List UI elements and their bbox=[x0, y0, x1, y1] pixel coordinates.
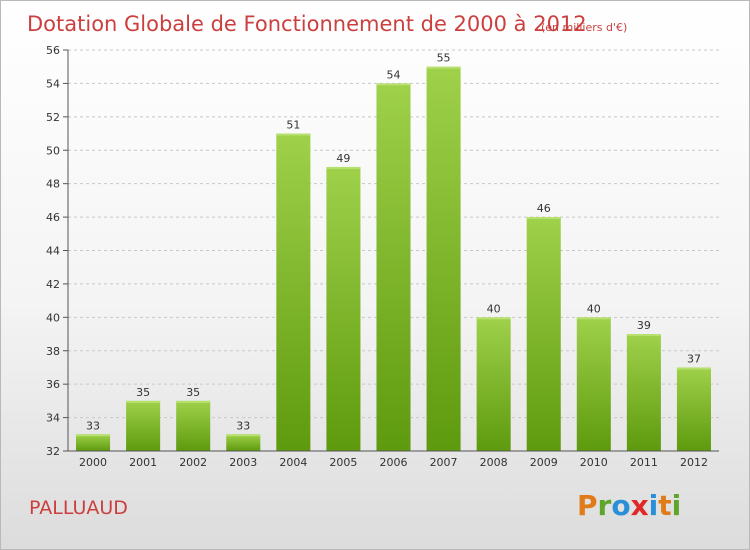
x-tick-label: 2000 bbox=[79, 456, 107, 469]
bar-highlight bbox=[376, 83, 411, 86]
x-tick-label: 2012 bbox=[680, 456, 708, 469]
chart-subtitle: (en milliers d'€) bbox=[541, 21, 627, 34]
commune-name: PALLUAUD bbox=[29, 497, 128, 519]
data-label: 40 bbox=[487, 302, 501, 315]
brand-letter: P bbox=[577, 489, 598, 522]
bar-highlight bbox=[476, 317, 511, 320]
bar-2009 bbox=[526, 217, 561, 451]
bar-2007 bbox=[426, 66, 461, 451]
x-tick-label: 2011 bbox=[630, 456, 658, 469]
bar-2012 bbox=[676, 367, 711, 451]
y-tick-label: 46 bbox=[46, 211, 60, 224]
brand-letter: i bbox=[671, 489, 682, 522]
data-label: 37 bbox=[687, 352, 701, 365]
bar-highlight bbox=[276, 133, 311, 136]
y-axis: 32 34 36 38 40 42 44 46 48 50 52 54 56 bbox=[46, 44, 69, 458]
x-tick-label: 2006 bbox=[380, 456, 408, 469]
x-tick-label: 2005 bbox=[329, 456, 357, 469]
bar-2005 bbox=[326, 166, 361, 452]
chart-title: Dotation Globale de Fonctionnement de 20… bbox=[27, 12, 587, 36]
bar-2011 bbox=[626, 334, 661, 451]
brand-letter: x bbox=[630, 489, 649, 522]
x-tick-label: 2001 bbox=[129, 456, 157, 469]
y-tick-label: 32 bbox=[46, 445, 60, 458]
data-label: 33 bbox=[236, 419, 250, 432]
bar-2003 bbox=[226, 434, 261, 451]
x-tick-label: 2008 bbox=[480, 456, 508, 469]
data-label: 39 bbox=[637, 319, 651, 332]
brand-letter: r bbox=[597, 489, 612, 522]
y-tick-label: 56 bbox=[46, 44, 60, 57]
y-tick-label: 36 bbox=[46, 378, 60, 391]
data-label: 55 bbox=[437, 52, 451, 65]
bar-highlight bbox=[226, 434, 261, 437]
brand-logo: Proxiti bbox=[577, 489, 681, 522]
data-label: 46 bbox=[537, 202, 551, 215]
bar-2006 bbox=[376, 83, 411, 452]
bar-highlight bbox=[76, 434, 111, 437]
y-tick-label: 54 bbox=[46, 77, 60, 90]
bar-2010 bbox=[576, 317, 611, 451]
data-label: 40 bbox=[587, 302, 601, 315]
bar-highlight bbox=[426, 66, 461, 69]
y-tick-label: 42 bbox=[46, 278, 60, 291]
y-tick-label: 34 bbox=[46, 412, 60, 425]
brand-letter: i bbox=[648, 489, 659, 522]
data-label: 49 bbox=[336, 152, 350, 165]
y-tick-label: 48 bbox=[46, 178, 60, 191]
y-tick-label: 52 bbox=[46, 111, 60, 124]
data-label: 35 bbox=[136, 386, 150, 399]
x-tick-label: 2007 bbox=[430, 456, 458, 469]
bar-highlight bbox=[626, 334, 661, 337]
x-tick-label: 2009 bbox=[530, 456, 558, 469]
bar-highlight bbox=[176, 400, 211, 403]
data-label: 54 bbox=[387, 68, 401, 81]
x-tick-label: 2004 bbox=[279, 456, 307, 469]
x-tick-label: 2003 bbox=[229, 456, 257, 469]
bar-2001 bbox=[126, 400, 161, 451]
bar-highlight bbox=[326, 166, 361, 169]
bar-highlight bbox=[576, 317, 611, 320]
bar-2002 bbox=[176, 400, 211, 451]
data-label: 33 bbox=[86, 419, 100, 432]
x-tick-label: 2010 bbox=[580, 456, 608, 469]
data-label: 51 bbox=[286, 119, 300, 132]
x-axis: 2000 2001 2002 2003 2004 2005 2006 2007 2008 2009… bbox=[68, 450, 719, 469]
bar-highlight bbox=[676, 367, 711, 370]
y-tick-label: 40 bbox=[46, 311, 60, 324]
y-tick-label: 50 bbox=[46, 144, 60, 157]
data-label: 35 bbox=[186, 386, 200, 399]
bar-2004 bbox=[276, 133, 311, 451]
bar-highlight bbox=[526, 217, 561, 220]
y-tick-label: 44 bbox=[46, 245, 60, 258]
y-tick-label: 38 bbox=[46, 345, 60, 358]
bar-2008 bbox=[476, 317, 511, 451]
brand-letter: o bbox=[611, 489, 631, 522]
bar-2000 bbox=[76, 434, 111, 451]
bar-highlight bbox=[126, 400, 161, 403]
brand-letter: t bbox=[658, 489, 672, 522]
bars: 33 35 35 33 51 49 54 55 40 46 40 39 37 bbox=[76, 52, 711, 452]
x-tick-label: 2002 bbox=[179, 456, 207, 469]
